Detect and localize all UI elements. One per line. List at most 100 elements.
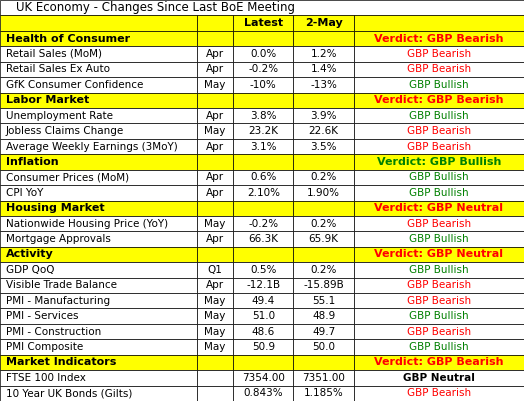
Text: Market Indicators: Market Indicators <box>6 357 116 367</box>
Text: 3.1%: 3.1% <box>250 142 277 152</box>
Text: Verdict: GBP Neutral: Verdict: GBP Neutral <box>374 203 504 213</box>
Text: GBP Bullish: GBP Bullish <box>409 265 468 275</box>
Bar <box>354 139 524 154</box>
Bar <box>196 93 233 108</box>
Bar <box>0 46 196 62</box>
Text: Q1: Q1 <box>208 265 222 275</box>
Bar <box>293 46 354 62</box>
Bar <box>0 124 196 139</box>
Bar <box>233 93 293 108</box>
Bar <box>0 216 196 231</box>
Text: GDP QoQ: GDP QoQ <box>6 265 54 275</box>
Text: 48.6: 48.6 <box>252 326 275 336</box>
Text: May: May <box>204 80 225 90</box>
Bar <box>293 308 354 324</box>
Text: Apr: Apr <box>206 172 224 182</box>
Bar <box>0 200 196 216</box>
Text: PMI - Construction: PMI - Construction <box>6 326 101 336</box>
Text: GfK Consumer Confidence: GfK Consumer Confidence <box>6 80 143 90</box>
Text: Housing Market: Housing Market <box>6 203 104 213</box>
Bar <box>196 62 233 77</box>
Bar <box>0 139 196 154</box>
Text: 50.0: 50.0 <box>312 342 335 352</box>
Text: GBP Bearish: GBP Bearish <box>407 296 471 306</box>
Text: Apr: Apr <box>206 234 224 244</box>
Bar <box>196 108 233 124</box>
Text: 2.10%: 2.10% <box>247 188 280 198</box>
Bar <box>354 185 524 200</box>
Text: 0.5%: 0.5% <box>250 265 277 275</box>
Bar <box>196 262 233 277</box>
Bar <box>0 185 196 200</box>
Bar <box>196 77 233 93</box>
Text: 66.3K: 66.3K <box>248 234 278 244</box>
Bar <box>0 31 196 46</box>
Text: 0.6%: 0.6% <box>250 172 277 182</box>
Text: May: May <box>204 126 225 136</box>
Text: 3.9%: 3.9% <box>310 111 337 121</box>
Bar <box>233 77 293 93</box>
Text: 49.7: 49.7 <box>312 326 335 336</box>
Bar <box>0 154 196 170</box>
Text: 10 Year UK Bonds (Gilts): 10 Year UK Bonds (Gilts) <box>6 388 132 398</box>
Bar <box>0 170 196 185</box>
Bar <box>233 31 293 46</box>
Text: GBP Bullish: GBP Bullish <box>409 172 468 182</box>
Bar <box>233 355 293 370</box>
Text: Verdict: GBP Bullish: Verdict: GBP Bullish <box>377 157 501 167</box>
Text: GBP Bearish: GBP Bearish <box>407 326 471 336</box>
Bar <box>293 93 354 108</box>
Text: FTSE 100 Index: FTSE 100 Index <box>6 373 86 383</box>
Text: Verdict: GBP Neutral: Verdict: GBP Neutral <box>374 249 504 259</box>
Bar <box>196 308 233 324</box>
Bar <box>233 262 293 277</box>
Bar <box>354 108 524 124</box>
Bar <box>293 170 354 185</box>
Bar <box>0 231 196 247</box>
Bar <box>0 247 196 262</box>
Text: GBP Bearish: GBP Bearish <box>407 126 471 136</box>
Text: PMI - Manufacturing: PMI - Manufacturing <box>6 296 110 306</box>
Bar <box>196 339 233 355</box>
Text: Health of Consumer: Health of Consumer <box>6 34 130 44</box>
Bar <box>233 185 293 200</box>
Text: 0.2%: 0.2% <box>310 172 337 182</box>
Text: Verdict: GBP Bearish: Verdict: GBP Bearish <box>374 34 504 44</box>
Bar <box>293 324 354 339</box>
Bar <box>196 154 233 170</box>
Text: Inflation: Inflation <box>6 157 59 167</box>
Bar <box>354 31 524 46</box>
Bar <box>293 31 354 46</box>
Text: Consumer Prices (MoM): Consumer Prices (MoM) <box>6 172 129 182</box>
Text: GBP Bullish: GBP Bullish <box>409 311 468 321</box>
Text: 1.2%: 1.2% <box>310 49 337 59</box>
Bar <box>354 247 524 262</box>
Bar <box>354 231 524 247</box>
Bar <box>233 108 293 124</box>
Text: GBP Bullish: GBP Bullish <box>409 80 468 90</box>
Bar <box>354 154 524 170</box>
Bar <box>196 185 233 200</box>
Bar <box>293 108 354 124</box>
Bar <box>0 308 196 324</box>
Text: May: May <box>204 296 225 306</box>
Bar <box>0 386 196 401</box>
Bar <box>293 62 354 77</box>
Text: Apr: Apr <box>206 142 224 152</box>
Bar <box>0 0 524 15</box>
Bar <box>354 46 524 62</box>
Text: GBP Bearish: GBP Bearish <box>407 49 471 59</box>
Text: 23.2K: 23.2K <box>248 126 278 136</box>
Text: May: May <box>204 219 225 229</box>
Text: 48.9: 48.9 <box>312 311 335 321</box>
Text: GBP Bullish: GBP Bullish <box>409 111 468 121</box>
Bar <box>354 124 524 139</box>
Text: 7354.00: 7354.00 <box>242 373 285 383</box>
Text: Latest: Latest <box>244 18 283 28</box>
Bar <box>354 200 524 216</box>
Text: 3.8%: 3.8% <box>250 111 277 121</box>
Bar <box>354 15 524 31</box>
Bar <box>293 139 354 154</box>
Text: 1.4%: 1.4% <box>310 65 337 75</box>
Bar <box>354 277 524 293</box>
